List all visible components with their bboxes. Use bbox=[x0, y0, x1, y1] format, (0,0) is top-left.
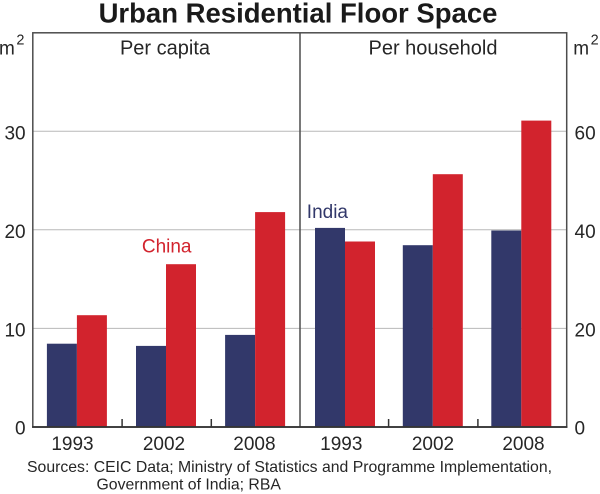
svg-text:2008: 2008 bbox=[233, 434, 275, 455]
svg-text:Government of India; RBA: Government of India; RBA bbox=[97, 476, 282, 493]
svg-text:60: 60 bbox=[575, 123, 596, 144]
svg-text:1993: 1993 bbox=[320, 434, 362, 455]
svg-text:India: India bbox=[307, 202, 349, 223]
svg-text:Sources: CEIC Data; Ministry o: Sources: CEIC Data; Ministry of Statisti… bbox=[27, 459, 552, 476]
svg-text:China: China bbox=[142, 237, 192, 258]
svg-text:10: 10 bbox=[4, 320, 25, 341]
svg-text:Urban Residential Floor Space: Urban Residential Floor Space bbox=[99, 0, 498, 29]
svg-text:20: 20 bbox=[575, 320, 596, 341]
svg-text:2008: 2008 bbox=[502, 434, 544, 455]
svg-text:2002: 2002 bbox=[143, 434, 185, 455]
svg-text:40: 40 bbox=[575, 222, 596, 243]
svg-text:1993: 1993 bbox=[51, 434, 93, 455]
svg-text:0: 0 bbox=[15, 419, 26, 440]
svg-text:Per household: Per household bbox=[369, 37, 498, 59]
svg-text:2002: 2002 bbox=[412, 434, 454, 455]
svg-text:Per capita: Per capita bbox=[120, 37, 211, 59]
svg-text:30: 30 bbox=[4, 123, 25, 144]
svg-text:20: 20 bbox=[4, 222, 25, 243]
svg-text:0: 0 bbox=[575, 419, 586, 440]
